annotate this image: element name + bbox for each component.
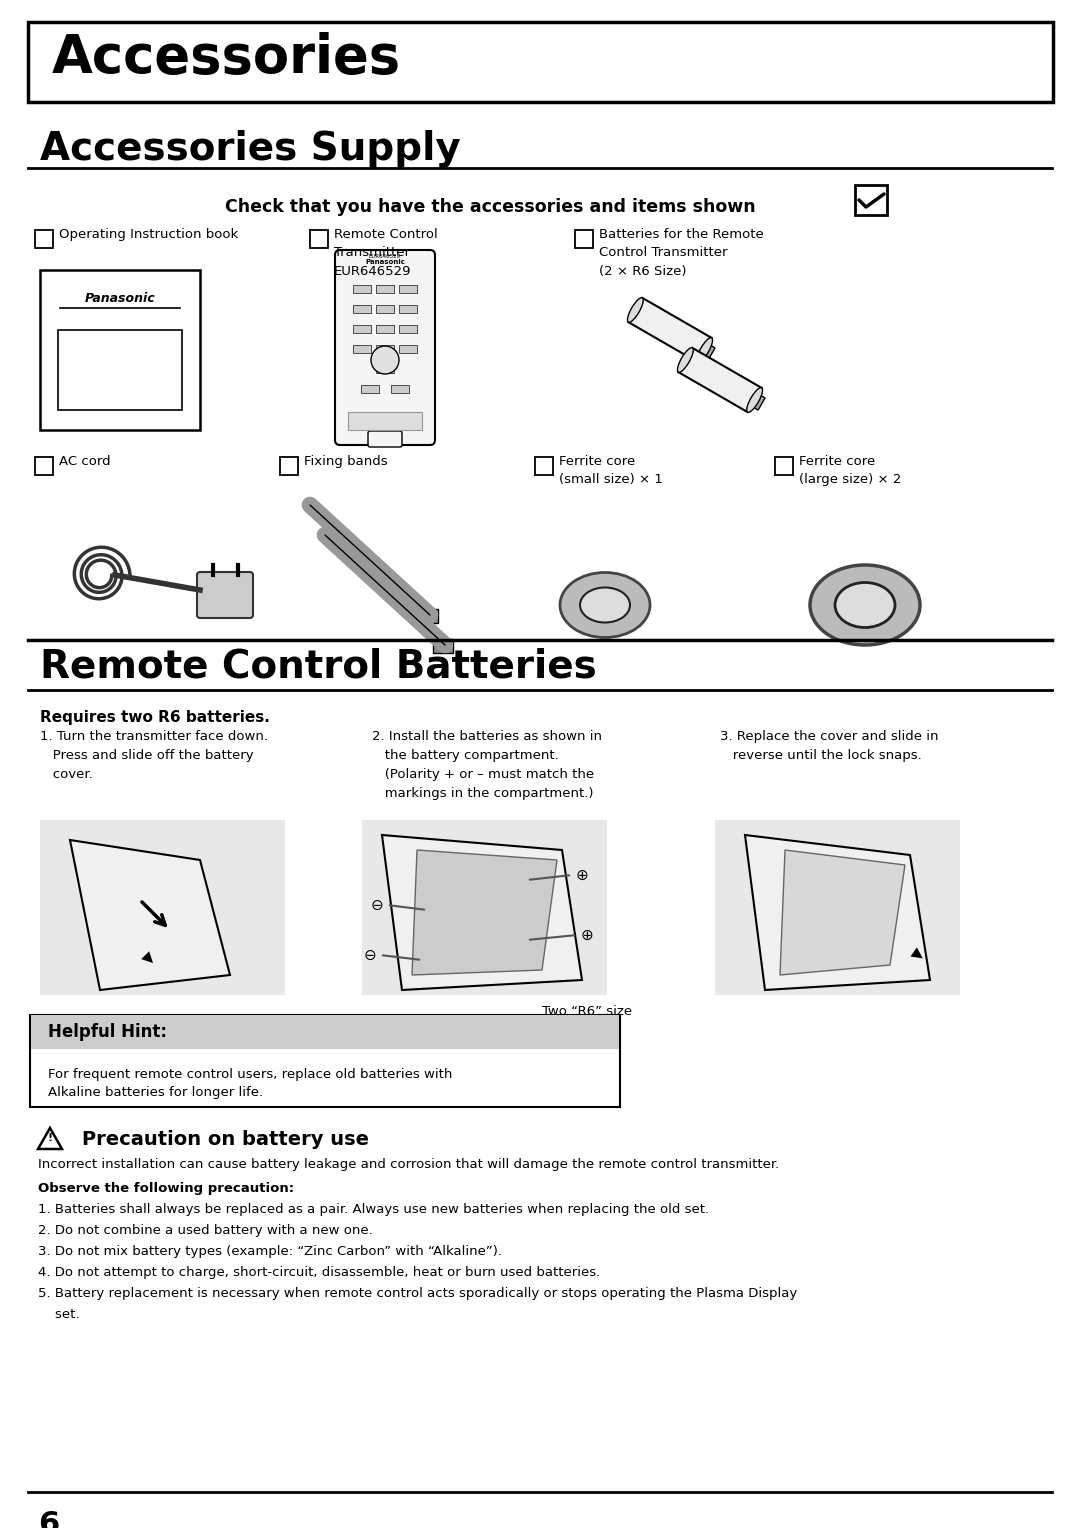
Polygon shape (382, 834, 582, 990)
Text: Operating Instruction book: Operating Instruction book (59, 228, 239, 241)
Text: ⊕: ⊕ (581, 927, 593, 943)
Bar (399, 325, 417, 333)
Text: 1. Turn the transmitter face down.
   Press and slide off the battery
   cover.: 1. Turn the transmitter face down. Press… (40, 730, 268, 781)
Ellipse shape (677, 348, 693, 373)
Bar (353, 345, 372, 353)
Bar (376, 345, 394, 353)
Bar (855, 185, 887, 215)
Bar (361, 385, 379, 393)
Text: 4. Do not attempt to charge, short-circuit, disassemble, heat or burn used batte: 4. Do not attempt to charge, short-circu… (38, 1267, 600, 1279)
Ellipse shape (627, 298, 644, 322)
Text: ⊕: ⊕ (576, 868, 589, 883)
Bar (280, 457, 298, 475)
Text: Requires two R6 batteries.: Requires two R6 batteries. (40, 711, 270, 724)
Bar (376, 306, 394, 313)
Bar (30, 1015, 620, 1106)
Polygon shape (701, 344, 715, 361)
Bar (362, 821, 607, 995)
Bar (35, 231, 53, 248)
Text: Panasonic: Panasonic (84, 292, 156, 306)
Text: Batteries for the Remote
Control Transmitter
(2 × R6 Size): Batteries for the Remote Control Transmi… (599, 228, 764, 278)
Text: 3. Do not mix battery types (example: “Zinc Carbon” with “Alkaline”).: 3. Do not mix battery types (example: “Z… (38, 1245, 502, 1258)
Text: Accessories Supply: Accessories Supply (40, 130, 461, 168)
Polygon shape (411, 850, 557, 975)
Text: 6: 6 (38, 1510, 59, 1528)
Text: Incorrect installation can cause battery leakage and corrosion that will damage : Incorrect installation can cause battery… (38, 1158, 780, 1170)
Bar (418, 610, 438, 623)
Ellipse shape (697, 338, 713, 362)
Bar (353, 286, 372, 293)
Bar (376, 286, 394, 293)
Bar (31, 1015, 619, 1050)
Text: 2. Do not combine a used battery with a new one.: 2. Do not combine a used battery with a … (38, 1224, 373, 1238)
Ellipse shape (835, 582, 895, 628)
Text: ⊖: ⊖ (364, 947, 376, 963)
Polygon shape (38, 1128, 62, 1149)
Text: Remote Control
Transmitter
EUR646529: Remote Control Transmitter EUR646529 (334, 228, 437, 278)
Bar (28, 21, 1053, 102)
Ellipse shape (810, 565, 920, 645)
Bar (433, 639, 453, 652)
Polygon shape (678, 348, 761, 413)
Text: Helpful Hint:: Helpful Hint: (48, 1024, 167, 1041)
Ellipse shape (580, 587, 630, 622)
Bar (58, 330, 183, 410)
Text: Two “R6” size: Two “R6” size (542, 1005, 632, 1018)
Bar (35, 457, 53, 475)
Polygon shape (745, 834, 930, 990)
Text: 5. Battery replacement is necessary when remote control acts sporadically or sto: 5. Battery replacement is necessary when… (38, 1287, 797, 1300)
Bar (391, 385, 409, 393)
Text: Observe the following precaution:: Observe the following precaution: (38, 1183, 294, 1195)
Bar (399, 286, 417, 293)
Bar (535, 457, 553, 475)
Circle shape (372, 345, 399, 374)
Bar (353, 325, 372, 333)
Text: Remote Control Batteries: Remote Control Batteries (40, 648, 597, 686)
Text: set.: set. (38, 1308, 80, 1322)
Text: Precaution on battery use: Precaution on battery use (82, 1131, 369, 1149)
Bar (310, 231, 328, 248)
Bar (348, 413, 422, 429)
Polygon shape (780, 850, 905, 975)
Text: ⊖: ⊖ (370, 897, 383, 912)
Text: EUR646529: EUR646529 (369, 254, 401, 260)
Ellipse shape (746, 388, 762, 413)
Ellipse shape (561, 573, 650, 637)
Text: For frequent remote control users, replace old batteries with
Alkaline batteries: For frequent remote control users, repla… (48, 1068, 453, 1099)
Text: Check that you have the accessories and items shown: Check that you have the accessories and … (225, 199, 755, 215)
Text: Panasonic: Panasonic (365, 260, 405, 264)
Text: 3. Replace the cover and slide in
   reverse until the lock snaps.: 3. Replace the cover and slide in revers… (720, 730, 939, 762)
Bar (715, 821, 960, 995)
Bar (399, 345, 417, 353)
Polygon shape (752, 394, 765, 410)
Bar (775, 457, 793, 475)
Text: 1. Batteries shall always be replaced as a pair. Always use new batteries when r: 1. Batteries shall always be replaced as… (38, 1203, 710, 1216)
Bar (40, 270, 200, 429)
FancyBboxPatch shape (368, 431, 402, 448)
Text: Accessories: Accessories (52, 32, 401, 84)
Text: Fixing bands: Fixing bands (303, 455, 388, 468)
Text: 2. Install the batteries as shown in
   the battery compartment.
   (Polarity + : 2. Install the batteries as shown in the… (372, 730, 602, 801)
Bar (376, 325, 394, 333)
Text: Ferrite core
(large size) × 2: Ferrite core (large size) × 2 (799, 455, 902, 486)
FancyBboxPatch shape (197, 571, 253, 617)
Bar (575, 231, 593, 248)
Text: Ferrite core
(small size) × 1: Ferrite core (small size) × 1 (559, 455, 663, 486)
FancyBboxPatch shape (335, 251, 435, 445)
Bar (376, 365, 394, 373)
Polygon shape (629, 298, 712, 362)
Text: AC cord: AC cord (59, 455, 110, 468)
Bar (40, 821, 285, 995)
Polygon shape (70, 840, 230, 990)
Text: !: ! (48, 1132, 53, 1143)
Bar (353, 306, 372, 313)
Bar (399, 306, 417, 313)
